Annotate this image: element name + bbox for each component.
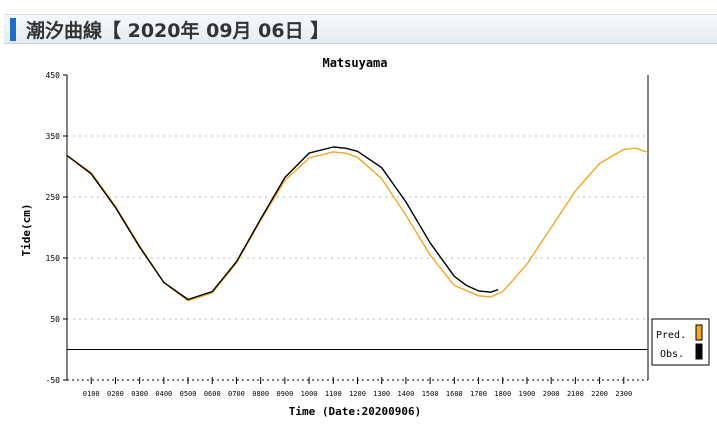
- x-tick-label: 1500: [422, 390, 439, 398]
- x-tick-label: 0500: [180, 390, 197, 398]
- y-tick-label: 350: [46, 132, 61, 141]
- x-tick-label: 1700: [470, 390, 487, 398]
- x-tick-label: 1800: [494, 390, 511, 398]
- x-tick-label: 0400: [155, 390, 172, 398]
- x-tick-label: 0600: [204, 390, 221, 398]
- x-axis-ticks: 0100 0200 0300 0400 0500 0600 0700 0800 0900 1000…: [83, 377, 632, 398]
- x-tick-label: 1000: [301, 390, 318, 398]
- x-tick-label: 1400: [397, 390, 414, 398]
- page-title: 潮汐曲線【 2020年 09月 06日 】: [26, 20, 330, 42]
- x-tick-label: 1200: [349, 390, 366, 398]
- x-tick-label: 0900: [276, 390, 293, 398]
- y-tick-label: 50: [50, 315, 60, 324]
- legend-swatch-pred: [695, 324, 703, 341]
- legend-label-obs: Obs.: [660, 349, 684, 360]
- x-tick-label: 2300: [615, 390, 632, 398]
- x-tick-label: 0100: [83, 390, 100, 398]
- x-tick-label: 1300: [373, 390, 390, 398]
- page-header: 潮汐曲線【 2020年 09月 06日 】: [4, 14, 717, 44]
- y-tick-label: 250: [46, 193, 61, 202]
- x-tick-label: 1600: [446, 390, 463, 398]
- y-axis-label: Tide(cm): [20, 204, 33, 257]
- chart-title: Matsuyama: [322, 56, 387, 70]
- y-tick-label: 150: [46, 254, 61, 263]
- chart-axes: [66, 75, 649, 381]
- x-tick-label: 1100: [325, 390, 342, 398]
- header-accent-bar: [10, 18, 16, 41]
- x-axis-label: Time (Date:20200906): [289, 405, 421, 418]
- x-tick-label: 2200: [591, 390, 608, 398]
- legend-label-pred: Pred.: [656, 330, 686, 341]
- x-tick-label: 0300: [131, 390, 148, 398]
- chart-grid: [67, 135, 648, 320]
- series-line-obs: [66, 146, 499, 301]
- y-axis-ticks: -50 50 150 250 350 450: [46, 71, 67, 385]
- x-tick-label: 1900: [519, 390, 536, 398]
- series-line-pred: [66, 147, 649, 302]
- y-tick-label: -50: [46, 376, 61, 385]
- x-tick-label: 0700: [228, 390, 245, 398]
- legend-swatch-obs: [695, 343, 703, 360]
- chart-legend: Pred. Obs.: [651, 318, 710, 366]
- x-tick-label: 2000: [543, 390, 560, 398]
- chart-series: [66, 146, 649, 302]
- y-tick-label: 450: [46, 71, 61, 80]
- x-tick-label: 2100: [567, 390, 584, 398]
- x-tick-label: 0200: [107, 390, 124, 398]
- x-tick-label: 0800: [252, 390, 269, 398]
